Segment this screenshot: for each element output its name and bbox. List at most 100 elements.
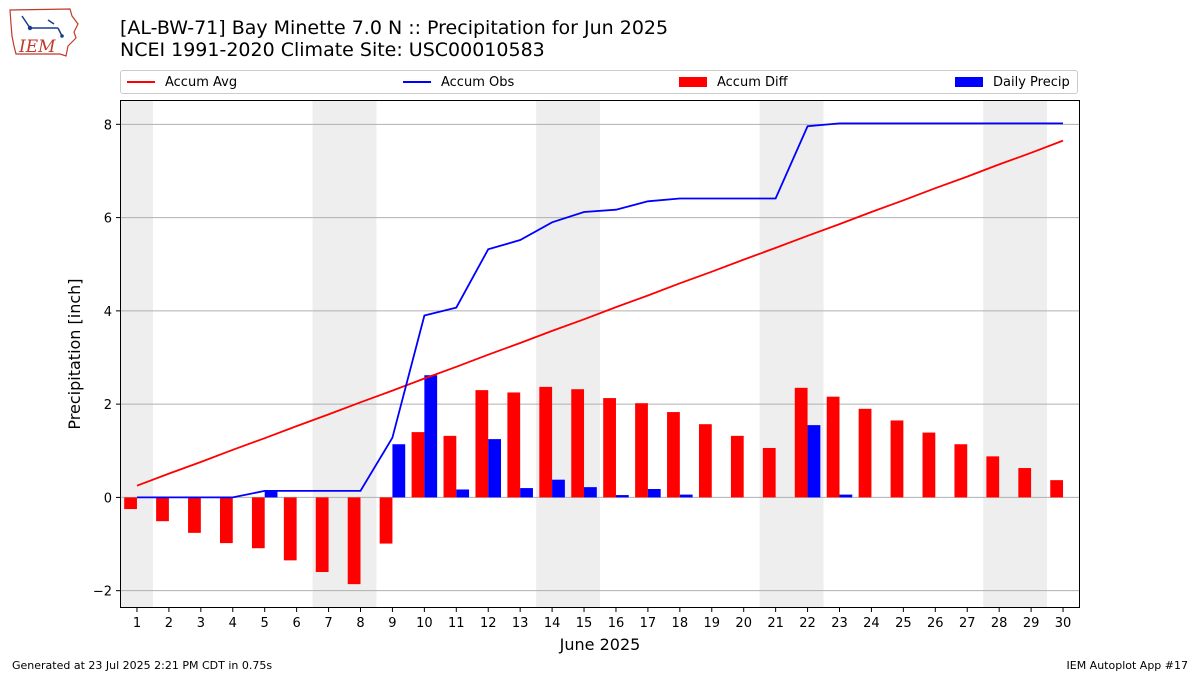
accum-diff-bar (794, 387, 808, 498)
x-tick-label: 28 (991, 616, 1008, 631)
chart-title: [AL-BW-71] Bay Minette 7.0 N :: Precipit… (120, 17, 669, 39)
y-tick-label: 6 (104, 212, 112, 227)
daily-precip-bar (615, 495, 629, 498)
accum-diff-bar (922, 432, 936, 498)
x-tick-label: 3 (197, 616, 205, 631)
x-tick-label: 5 (261, 616, 269, 631)
legend-label: Accum Avg (165, 74, 238, 90)
accum-diff-bar (890, 420, 904, 498)
weekend-band (536, 101, 600, 607)
x-tick-label: 10 (416, 616, 433, 631)
accum-diff-bar (475, 390, 489, 498)
weekend-band (759, 101, 824, 607)
accum-diff-bar (986, 456, 1000, 498)
x-tick-label: 25 (895, 616, 912, 631)
legend-item-accum-avg: Accum Avg (127, 71, 237, 93)
weekend-band (121, 101, 153, 607)
accum-diff-bar (667, 412, 680, 498)
x-tick-label: 13 (512, 616, 529, 631)
legend-swatch (127, 81, 155, 83)
accum-obs-line (137, 122, 1063, 499)
accum-diff-bar (411, 432, 425, 498)
y-tick-label: −2 (93, 585, 112, 600)
weather-station-icon (21, 15, 63, 37)
legend-swatch (955, 77, 983, 87)
legend-swatch (403, 81, 431, 83)
legend-item-accum-obs: Accum Obs (403, 71, 514, 93)
daily-precip-bar (424, 375, 438, 498)
accum-diff-bar (1018, 468, 1032, 498)
x-tick-label: 7 (324, 616, 332, 631)
accum-diff-bar (571, 389, 585, 498)
x-tick-label: 8 (356, 616, 364, 631)
accum-diff-bar (826, 396, 840, 498)
accum-diff-bar (251, 497, 265, 549)
legend-swatch (679, 77, 707, 87)
legend-item-accum-diff: Accum Diff (679, 71, 788, 93)
x-tick-label: 29 (1023, 616, 1040, 631)
plot-frame (120, 100, 1080, 608)
x-tick-label: 22 (799, 616, 816, 631)
daily-precip-bar (392, 444, 406, 498)
accum-diff-bar (507, 392, 521, 498)
x-tick-label: 18 (672, 616, 689, 631)
accum-diff-bar (188, 497, 201, 533)
chart-subtitle: NCEI 1991-2020 Climate Site: USC00010583 (120, 39, 545, 61)
daily-precip-bar (488, 439, 502, 498)
daily-precip-bar (679, 494, 693, 498)
x-tick-label: 2 (165, 616, 173, 631)
accum-diff-bar (283, 497, 297, 561)
chart-legend: Accum Avg Accum Obs Accum Diff Daily Pre… (120, 70, 1078, 94)
accum-diff-bar (698, 424, 712, 498)
x-tick-label: 15 (576, 616, 593, 631)
legend-label: Accum Diff (717, 74, 788, 90)
daily-precip-bar (584, 487, 597, 498)
x-tick-label: 16 (608, 616, 625, 631)
x-tick-label: 24 (863, 616, 880, 631)
x-tick-label: 11 (448, 616, 465, 631)
x-tick-label: 12 (480, 616, 497, 631)
weekend-band (983, 101, 1048, 607)
iowa-outline-icon (9, 8, 79, 57)
x-tick-label: 27 (959, 616, 976, 631)
x-tick-label: 26 (927, 616, 944, 631)
x-tick-label: 21 (767, 616, 784, 631)
daily-precip-bar (264, 490, 278, 498)
y-axis-label: Precipitation [inch] (65, 278, 84, 429)
accum-diff-bar (347, 497, 361, 585)
accum-diff-bar (124, 497, 137, 510)
legend-label: Accum Obs (441, 74, 515, 90)
x-tick-label: 19 (703, 616, 720, 631)
x-tick-label: 9 (388, 616, 396, 631)
daily-precip-bar (456, 489, 470, 498)
x-tick-label: 17 (640, 616, 657, 631)
x-tick-label: 30 (1055, 616, 1072, 631)
accum-diff-bar (954, 444, 968, 498)
accum-diff-bar (762, 447, 776, 498)
app-credit: IEM Autoplot App #17 (1066, 659, 1189, 672)
accum-diff-bar (858, 408, 872, 498)
accum-diff-bar (156, 497, 169, 522)
legend-label: Daily Precip (993, 74, 1070, 90)
daily-precip-bar (647, 489, 661, 498)
legend-item-daily-precip: Daily Precip (955, 71, 1070, 93)
iem-logo: IEM (9, 8, 79, 57)
generated-timestamp: Generated at 23 Jul 2025 2:21 PM CDT in … (12, 659, 273, 672)
accum-diff-bar (443, 435, 457, 498)
accum-avg-line (136, 139, 1064, 487)
daily-precip-bar (807, 425, 821, 498)
daily-precip-bar (839, 494, 853, 498)
accum-diff-bar (219, 497, 233, 544)
x-tick-label: 4 (229, 616, 237, 631)
daily-precip-bar (552, 479, 565, 498)
accum-diff-bar (379, 497, 393, 544)
x-tick-label: 6 (292, 616, 300, 631)
accum-diff-bar (603, 398, 616, 498)
y-tick-label: 8 (104, 118, 112, 133)
x-tick-label: 20 (735, 616, 752, 631)
daily-precip-bar (520, 488, 533, 498)
x-tick-label: 23 (831, 616, 848, 631)
x-axis-label: June 2025 (559, 635, 641, 654)
x-tick-label: 14 (544, 616, 561, 631)
